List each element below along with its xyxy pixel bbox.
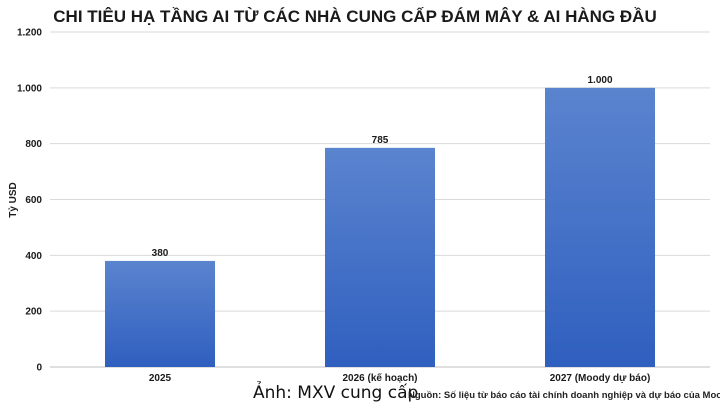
y-tick-label: 1.000 bbox=[17, 83, 42, 94]
data-label: 1.000 bbox=[587, 75, 612, 86]
bar-0 bbox=[105, 260, 215, 367]
y-tick-label: 400 bbox=[25, 251, 42, 262]
y-tick-label: 200 bbox=[25, 307, 42, 318]
chart-title: CHI TIÊU HẠ TẦNG AI TỪ CÁC NHÀ CUNG CẤP … bbox=[53, 7, 656, 26]
x-tick-label: 2025 bbox=[149, 373, 172, 384]
y-tick-label: 600 bbox=[25, 195, 42, 206]
data-label: 380 bbox=[152, 248, 169, 259]
y-tick-label: 0 bbox=[36, 363, 42, 374]
bar-1 bbox=[325, 147, 435, 367]
bar-2 bbox=[545, 87, 655, 367]
x-tick-label: 2027 (Moody dự báo) bbox=[550, 373, 651, 384]
source-note: Nguồn: Số liệu từ báo cáo tài chính doan… bbox=[408, 390, 720, 401]
x-tick-label: 2026 (kế hoạch) bbox=[342, 372, 417, 384]
data-label: 785 bbox=[372, 135, 389, 146]
y-tick-label: 1.200 bbox=[17, 28, 42, 39]
y-axis-label: Tỷ USD bbox=[8, 182, 19, 218]
y-tick-label: 800 bbox=[25, 139, 42, 150]
photo-credit: Ảnh: MXV cung cấp bbox=[253, 383, 419, 403]
